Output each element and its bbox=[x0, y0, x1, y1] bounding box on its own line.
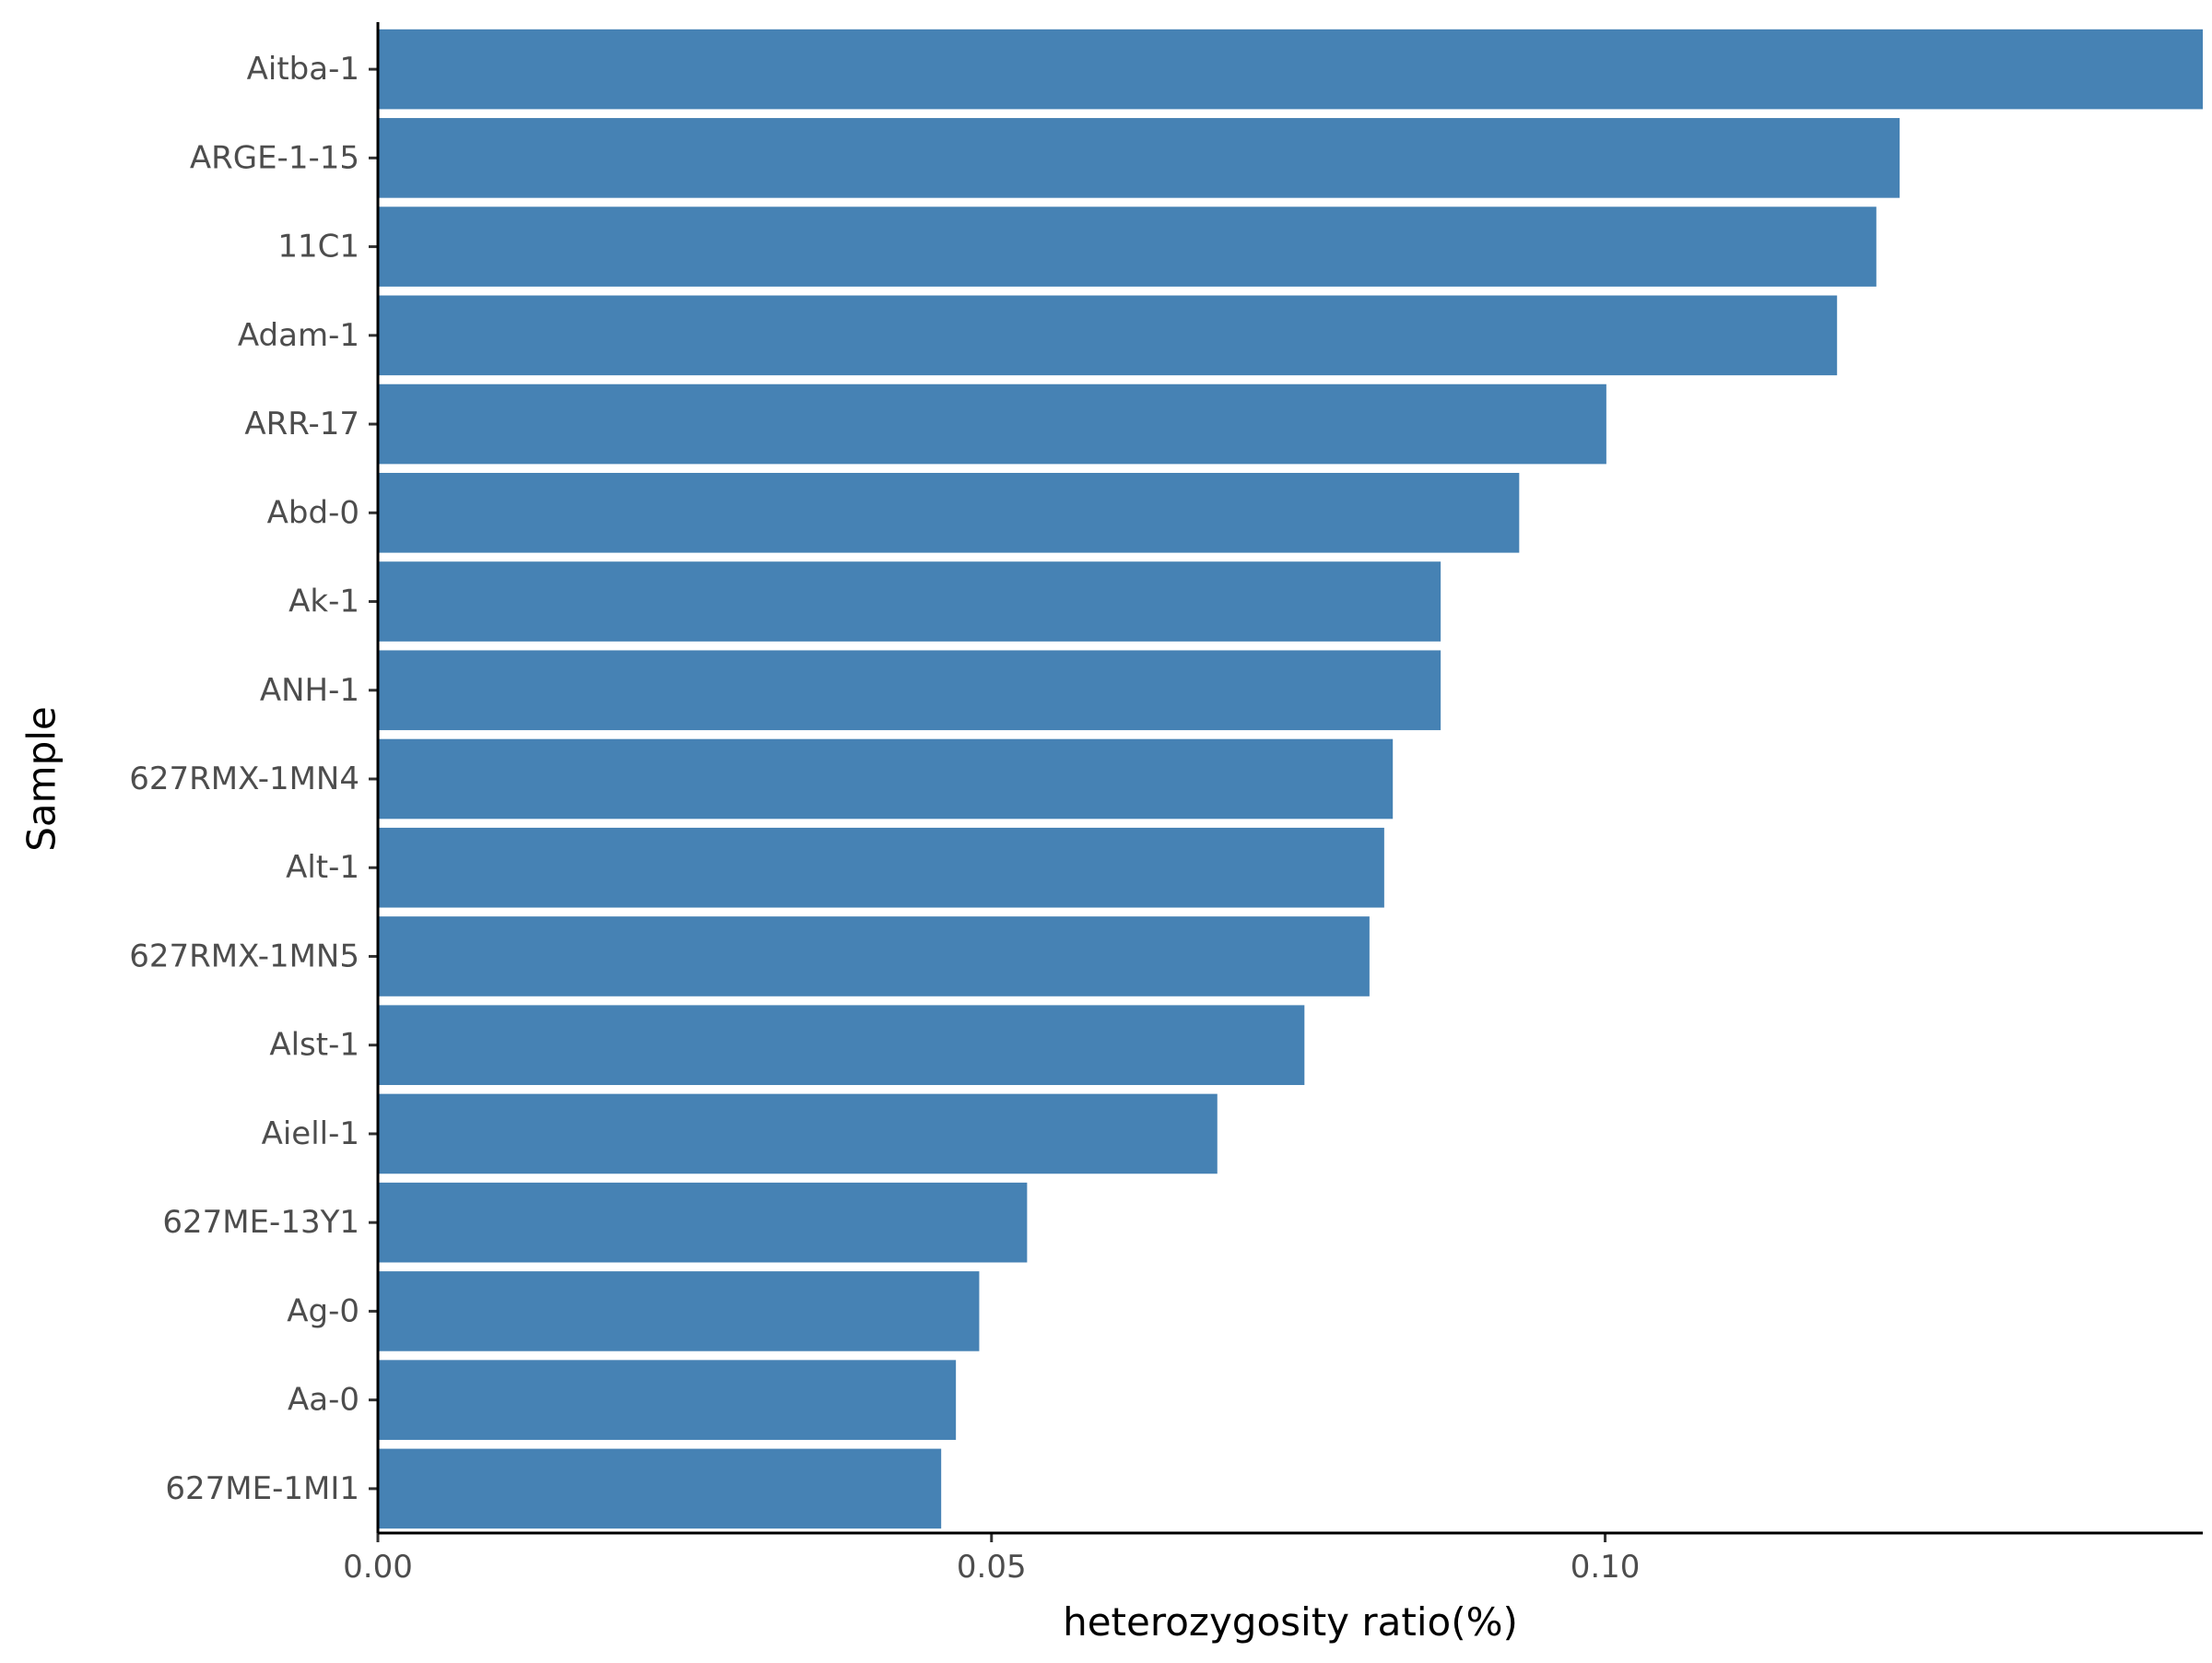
bar-aiell-1 bbox=[378, 1093, 1218, 1174]
y-tick-label: Aiell-1 bbox=[262, 1115, 359, 1152]
y-tick-label: Alt-1 bbox=[286, 849, 359, 886]
bar-alt-1 bbox=[378, 827, 1384, 908]
bar-arge-1-15 bbox=[378, 118, 1900, 198]
x-tick-label: 0.10 bbox=[1571, 1549, 1641, 1586]
x-axis-ticks: 0.00 0.05 0.10 bbox=[343, 1533, 1640, 1586]
y-tick-label: 627RMX-1MN5 bbox=[129, 938, 359, 974]
bar-ag-0 bbox=[378, 1271, 980, 1351]
y-tick-label: ARR-17 bbox=[244, 406, 359, 442]
bar-aa-0 bbox=[378, 1360, 957, 1440]
y-axis-title: Sample bbox=[19, 706, 65, 851]
bar-ak-1 bbox=[378, 561, 1441, 642]
y-tick-label: 627ME-13Y1 bbox=[162, 1204, 359, 1241]
bar-anh-1 bbox=[378, 650, 1441, 731]
bar-abd-0 bbox=[378, 472, 1520, 553]
y-tick-label: ANH-1 bbox=[260, 672, 359, 709]
x-tick-label: 0.05 bbox=[957, 1549, 1027, 1586]
bar-11c1 bbox=[378, 206, 1877, 287]
y-tick-label: 627RMX-1MN4 bbox=[129, 761, 359, 797]
y-tick-label: Adam-1 bbox=[238, 317, 359, 354]
y-tick-label: ARGE-1-15 bbox=[190, 139, 359, 176]
y-tick-label: Aa-0 bbox=[288, 1382, 359, 1419]
y-tick-label: Ak-1 bbox=[288, 584, 359, 620]
bar-arr-17 bbox=[378, 383, 1606, 465]
bars-group bbox=[378, 29, 2203, 1529]
bar-627rmx-1mn5 bbox=[378, 916, 1370, 997]
y-tick-label: Abd-0 bbox=[267, 494, 359, 531]
bar-aitba-1 bbox=[378, 29, 2203, 110]
x-tick-label: 0.00 bbox=[343, 1549, 413, 1586]
y-tick-label: 627ME-1MI1 bbox=[165, 1470, 359, 1507]
bar-adam-1 bbox=[378, 295, 1838, 376]
x-axis-title: heterozygosity ratio(%) bbox=[1063, 1599, 1518, 1645]
y-tick-label: Alst-1 bbox=[269, 1027, 359, 1064]
y-tick-label: Ag-0 bbox=[287, 1292, 359, 1329]
bar-627rmx-1mn4 bbox=[378, 738, 1394, 820]
y-tick-label: Aitba-1 bbox=[247, 51, 359, 88]
bar-627me-13y1 bbox=[378, 1182, 1028, 1263]
bar-alst-1 bbox=[378, 1005, 1305, 1086]
bar-627me-1mi1 bbox=[378, 1448, 942, 1529]
y-axis-ticks: Aitba-1 ARGE-1-15 11C1 Adam-1 ARR-17 Abd-0 Ak-… bbox=[129, 51, 378, 1507]
y-tick-label: 11C1 bbox=[277, 229, 359, 265]
